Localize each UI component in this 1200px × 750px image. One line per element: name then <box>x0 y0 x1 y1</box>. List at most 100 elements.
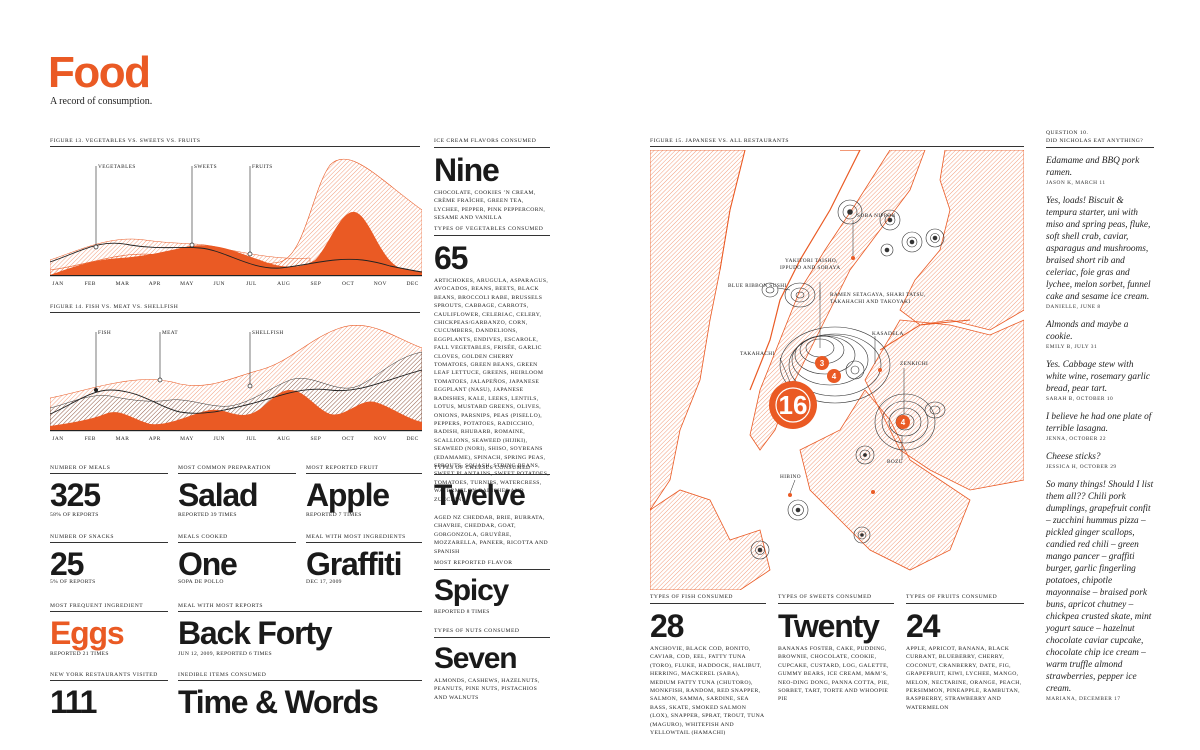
month-label: JUN <box>214 281 225 287</box>
count-4a: 4 <box>832 372 837 381</box>
answer-author: Jessica H, October 29 <box>1046 464 1117 470</box>
fig13-chart: VEGETABLES SWEETS FRUITS JAN FEB MAR APR MAY… <box>50 159 422 287</box>
cheeses-value: Twelve <box>434 479 526 512</box>
month-label: APR <box>149 436 161 442</box>
month-label: MAY <box>180 436 194 442</box>
total-line <box>50 242 422 273</box>
most-reports-sub: Jun 12, 2009, Reported 6 times <box>178 651 272 657</box>
restaurants-value: 111 <box>50 684 97 720</box>
flavor-caption: Most reported flavor <box>434 560 513 566</box>
new-jersey-lower <box>650 489 771 590</box>
sweets-caption: Types of sweets consumed <box>778 594 872 600</box>
scattered-restaurants <box>750 199 945 560</box>
month-label: NOV <box>374 436 387 442</box>
label-ramen-1: RAMEN SETAGAYA, SHARI TATSU, <box>830 292 926 298</box>
month-label: NOV <box>374 281 387 287</box>
count-marker-4b <box>896 415 910 429</box>
cheeses-caption: Types of cheeses consumed <box>434 465 531 471</box>
answer-list: Edamame and BBQ pork ramen. Jason K, Marc… <box>1046 155 1154 702</box>
fish-caption: Types of fish consumed <box>650 594 733 600</box>
label-soba: SOBA NIPPON <box>857 213 896 219</box>
count-4b: 4 <box>901 418 906 427</box>
label-takahachi: TAKAHACHI <box>740 351 775 357</box>
nuts-list: Almonds, cashews, hazelnuts, peanuts, pi… <box>434 678 540 701</box>
label-ramen-2: TAKAHACHI AND TAKOYAKI <box>830 299 911 305</box>
preparation-sub: Reported 39 times <box>178 512 237 518</box>
month-label: SEP <box>311 281 322 287</box>
vegetables-value: 65 <box>434 240 468 276</box>
month-label: JUL <box>246 436 257 442</box>
month-label: JUN <box>214 436 225 442</box>
meat-area <box>50 351 422 431</box>
month-label: JUL <box>246 281 257 287</box>
most-reports-value: Back Forty <box>178 615 333 651</box>
label-kasadela: KASADELA <box>872 331 904 337</box>
count-marker-3 <box>815 356 829 370</box>
question-column: Question 10. Did Nicholas eat anything? … <box>1046 130 1154 711</box>
month-label: JAN <box>52 281 63 287</box>
month-label: OCT <box>342 436 354 442</box>
coastline <box>719 150 971 351</box>
count-16: 16 <box>779 390 808 420</box>
month-label: FEB <box>85 281 96 287</box>
count-3: 3 <box>820 359 825 368</box>
fruit-caption: Most reported fruit <box>306 465 379 471</box>
month-label: APR <box>149 281 161 287</box>
fruits-list: Apple, apricot, banana, black currant, b… <box>906 646 1022 711</box>
month-label: MAR <box>116 281 130 287</box>
month-label: OCT <box>342 281 354 287</box>
vegetables-block: Types of vegetables consumed 65 Artichok… <box>434 226 550 504</box>
fruit-value: Apple <box>306 477 390 513</box>
cheeses-block: Types of cheeses consumed Twelve Aged NZ… <box>434 465 550 556</box>
fish-block: Types of fish consumed 28 Anchovie, blac… <box>650 594 766 737</box>
label-bozu: BOZU <box>887 459 903 465</box>
label-zenkichi: ZENKICHI <box>900 361 928 367</box>
fish-value: 28 <box>650 608 684 644</box>
brooklyn-land <box>799 389 971 571</box>
month-label: FEB <box>85 436 96 442</box>
ingredient-sub: Reported 21 times <box>50 651 109 657</box>
answer-author: Jenna, October 22 <box>1046 436 1107 442</box>
fig14-label-fish: FISH <box>98 330 111 336</box>
month-label: SEP <box>311 436 322 442</box>
flavor-value: Spicy <box>434 574 509 607</box>
ingredient-caption: Most frequent ingredient <box>50 603 144 609</box>
fruits-block: Types of fruits consumed 24 Apple, apric… <box>906 594 1024 712</box>
meals-sub: 58% of reports <box>50 512 99 518</box>
preparation-caption: Most common preparation <box>178 465 271 471</box>
east-river <box>749 150 861 391</box>
snacks-caption: Number of snacks <box>50 534 114 540</box>
fig14-chart: FISH MEAT SHELLFISH JAN FEB MAR APR MAY JUN JU… <box>50 324 422 442</box>
most-ingredients-sub: Dec 17, 2009 <box>306 579 342 585</box>
fig14-label-meat: MEAT <box>162 330 178 336</box>
answer-text: Edamame and BBQ pork ramen. <box>1046 156 1140 178</box>
page-title: Food <box>48 48 151 97</box>
fig13-label-fruits: FRUITS <box>252 164 273 170</box>
icecream-value: Nine <box>434 152 500 188</box>
bronx-queens-land <box>899 150 1024 331</box>
icecream-caption: Ice cream flavors consumed <box>434 138 537 144</box>
inedible-caption: Inedible items consumed <box>178 672 267 678</box>
fruits-caption: Types of fruits consumed <box>906 594 998 600</box>
fig15-caption: Figure 15. Japanese vs. all restaurants <box>650 138 789 144</box>
answer-author: Emily B, July 31 <box>1046 344 1098 350</box>
most-ingredients-value: Graffiti <box>306 546 403 582</box>
ingredient-value: Eggs <box>50 615 125 651</box>
answer-author: Sarah B, October 10 <box>1046 396 1114 402</box>
flavor-block: Most reported flavor Spicy Reported 8 ti… <box>434 560 550 615</box>
question-label-1: Question 10. <box>1046 130 1089 136</box>
fish-list: Anchovie, black cod, bonito, caviar, cod… <box>650 646 765 737</box>
fig13-label-vegetables: VEGETABLES <box>98 164 136 170</box>
most-ingredients-caption: Meal with most ingredients <box>306 534 406 540</box>
answer-author: Mariana, December 17 <box>1046 696 1121 702</box>
month-label: AUG <box>277 281 290 287</box>
snacks-sub: 5% of reports <box>50 579 96 585</box>
vegetables-caption: Types of vegetables consumed <box>434 226 544 232</box>
flavor-sub: Reported 8 times <box>434 609 490 615</box>
month-label: JAN <box>52 436 63 442</box>
month-label: DEC <box>406 281 418 287</box>
answer-text: Yes, loads! Biscuit & tempura starter, u… <box>1046 196 1151 302</box>
answer-author: Danielle, June 8 <box>1046 304 1101 310</box>
sweets-block: Types of sweets consumed Twenty Bananas … <box>778 594 894 704</box>
